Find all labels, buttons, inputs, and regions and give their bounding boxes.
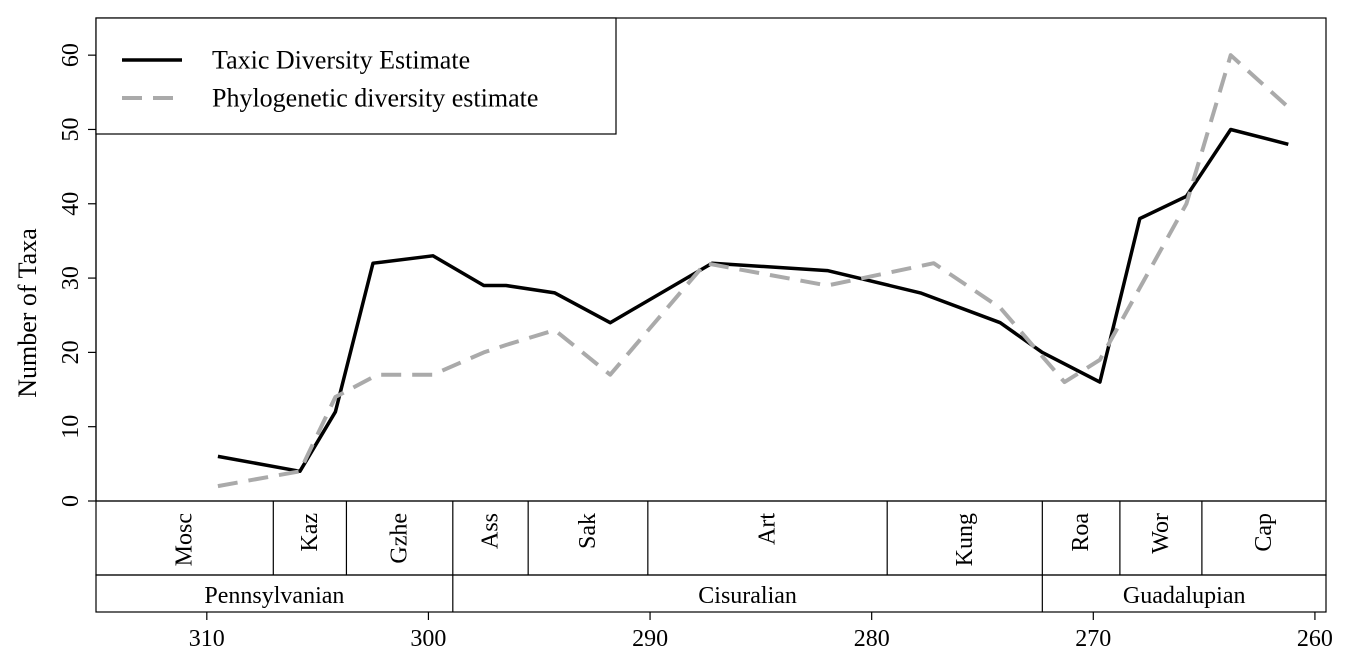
stage-label: Wor bbox=[1148, 513, 1174, 554]
legend-label: Taxic Diversity Estimate bbox=[212, 46, 470, 75]
legend: Taxic Diversity Estimate Phylogenetic div… bbox=[95, 17, 617, 135]
x-tick-label: 290 bbox=[632, 626, 668, 651]
data-point bbox=[1286, 105, 1290, 109]
stage-label: Mosc bbox=[172, 513, 198, 566]
x-tick-label: 260 bbox=[1297, 626, 1333, 651]
y-tick-label: 30 bbox=[58, 266, 84, 290]
stage-label: Cap bbox=[1251, 513, 1277, 552]
data-point bbox=[553, 328, 557, 332]
epoch-label: Cisuralian bbox=[698, 583, 797, 609]
stage-bar-frame bbox=[95, 500, 1327, 576]
stage-label: Ass bbox=[478, 513, 504, 549]
legend-label: Phylogenetic diversity estimate bbox=[212, 84, 538, 113]
stage-label: Roa bbox=[1068, 513, 1094, 552]
y-tick-label: 50 bbox=[58, 117, 84, 141]
legend-box bbox=[95, 17, 617, 135]
x-tick-label: 280 bbox=[854, 626, 890, 651]
x-tick-label: 300 bbox=[410, 626, 446, 651]
y-axis: 0 10 20 30 40 50 60 bbox=[58, 43, 97, 507]
series-1 bbox=[217, 127, 1289, 474]
y-tick-label: 60 bbox=[58, 43, 84, 67]
data-point bbox=[376, 373, 380, 377]
y-tick-label: 40 bbox=[58, 192, 84, 216]
stage-label: Gzhe bbox=[387, 513, 413, 564]
epoch-bar: Pennsylvanian Cisuralian Guadalupian bbox=[95, 574, 1327, 613]
y-tick-label: 20 bbox=[58, 340, 84, 364]
epoch-label: Pennsylvanian bbox=[204, 583, 344, 609]
series-layer bbox=[217, 53, 1290, 489]
stage-bar: Mosc Kaz Gzhe Ass Sak Art Kung Roa Wor Cap bbox=[95, 500, 1327, 576]
y-axis-label: Number of Taxa bbox=[13, 228, 42, 398]
solid-series-line bbox=[217, 127, 1289, 474]
y-tick-label: 0 bbox=[58, 495, 84, 507]
stage-label: Kaz bbox=[297, 513, 323, 552]
series-2 bbox=[217, 53, 1290, 489]
stage-label: Art bbox=[755, 513, 781, 545]
epoch-label: Guadalupian bbox=[1123, 583, 1246, 609]
stage-label: Sak bbox=[575, 513, 601, 549]
epoch-bar-frame bbox=[95, 574, 1327, 613]
x-tick-label: 270 bbox=[1075, 626, 1111, 651]
dashed-series-line bbox=[217, 53, 1290, 489]
data-point bbox=[825, 284, 829, 288]
x-tick-label: 310 bbox=[189, 626, 225, 651]
stage-label: Kung bbox=[952, 513, 978, 566]
y-tick-label: 10 bbox=[58, 415, 84, 439]
x-axis: 310 300 290 280 270 260 bbox=[189, 612, 1333, 651]
